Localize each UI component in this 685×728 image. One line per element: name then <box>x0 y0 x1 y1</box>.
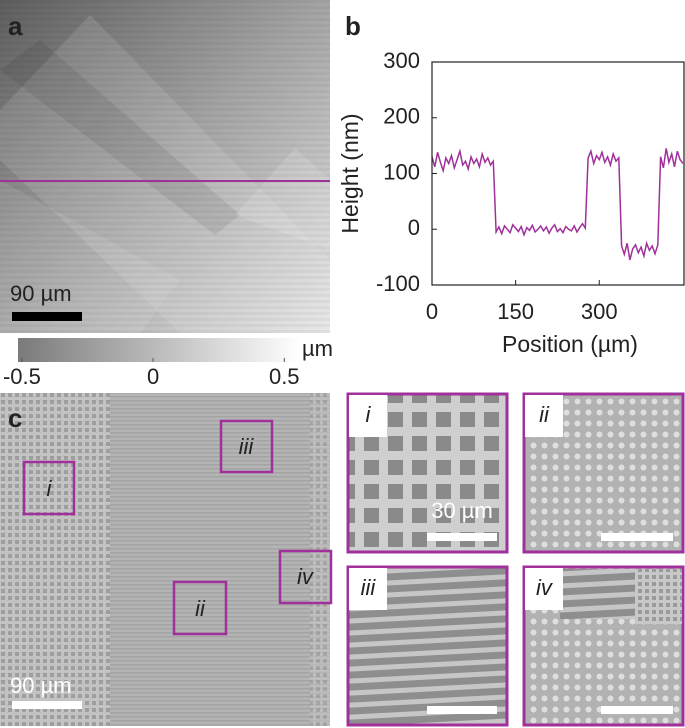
microscope-image <box>0 393 333 726</box>
panel-label: b <box>345 11 361 41</box>
colorbar-unit: µm <box>302 336 333 361</box>
scale-bar-label: 90 µm <box>10 281 72 306</box>
colorbar <box>18 338 300 362</box>
region-label: ii <box>195 596 206 621</box>
colorbar-tick-label: 0.5 <box>269 364 300 389</box>
panel-label: c <box>8 403 22 433</box>
inset <box>346 565 509 727</box>
region-label: iii <box>239 434 255 459</box>
panel-label: a <box>8 11 23 41</box>
region-label: i <box>47 476 53 501</box>
x-tick-label: 150 <box>497 299 534 324</box>
y-tick-label: 100 <box>383 159 420 184</box>
y-tick-label: -100 <box>376 271 420 296</box>
y-axis-label: Height (nm) <box>337 113 363 233</box>
inset-label: iii <box>361 575 377 600</box>
inset <box>522 392 685 554</box>
inset <box>522 565 685 727</box>
inset-label: i <box>366 402 372 427</box>
colorbar-tick-label: 0 <box>147 364 159 389</box>
plot-frame <box>431 61 685 286</box>
x-axis-label: Position (µm) <box>502 331 638 357</box>
y-tick-label: 0 <box>408 215 420 240</box>
x-tick-label: 0 <box>426 299 438 324</box>
data-line <box>431 148 684 261</box>
colorbar-axis: -0.5 0 0.5 <box>3 358 300 389</box>
afm-image <box>0 0 330 333</box>
inset <box>346 392 509 554</box>
y-tick-label: 300 <box>383 48 420 73</box>
inset-label: iv <box>536 575 554 600</box>
region-label: iv <box>297 564 315 589</box>
colorbar-tick-label: -0.5 <box>3 364 41 389</box>
x-tick-label: 300 <box>581 299 618 324</box>
scale-bar-label: 90 µm <box>10 673 72 698</box>
y-tick-label: 200 <box>383 104 420 129</box>
inset-label: ii <box>539 402 550 427</box>
scale-bar-label: 30 µm <box>431 498 493 523</box>
